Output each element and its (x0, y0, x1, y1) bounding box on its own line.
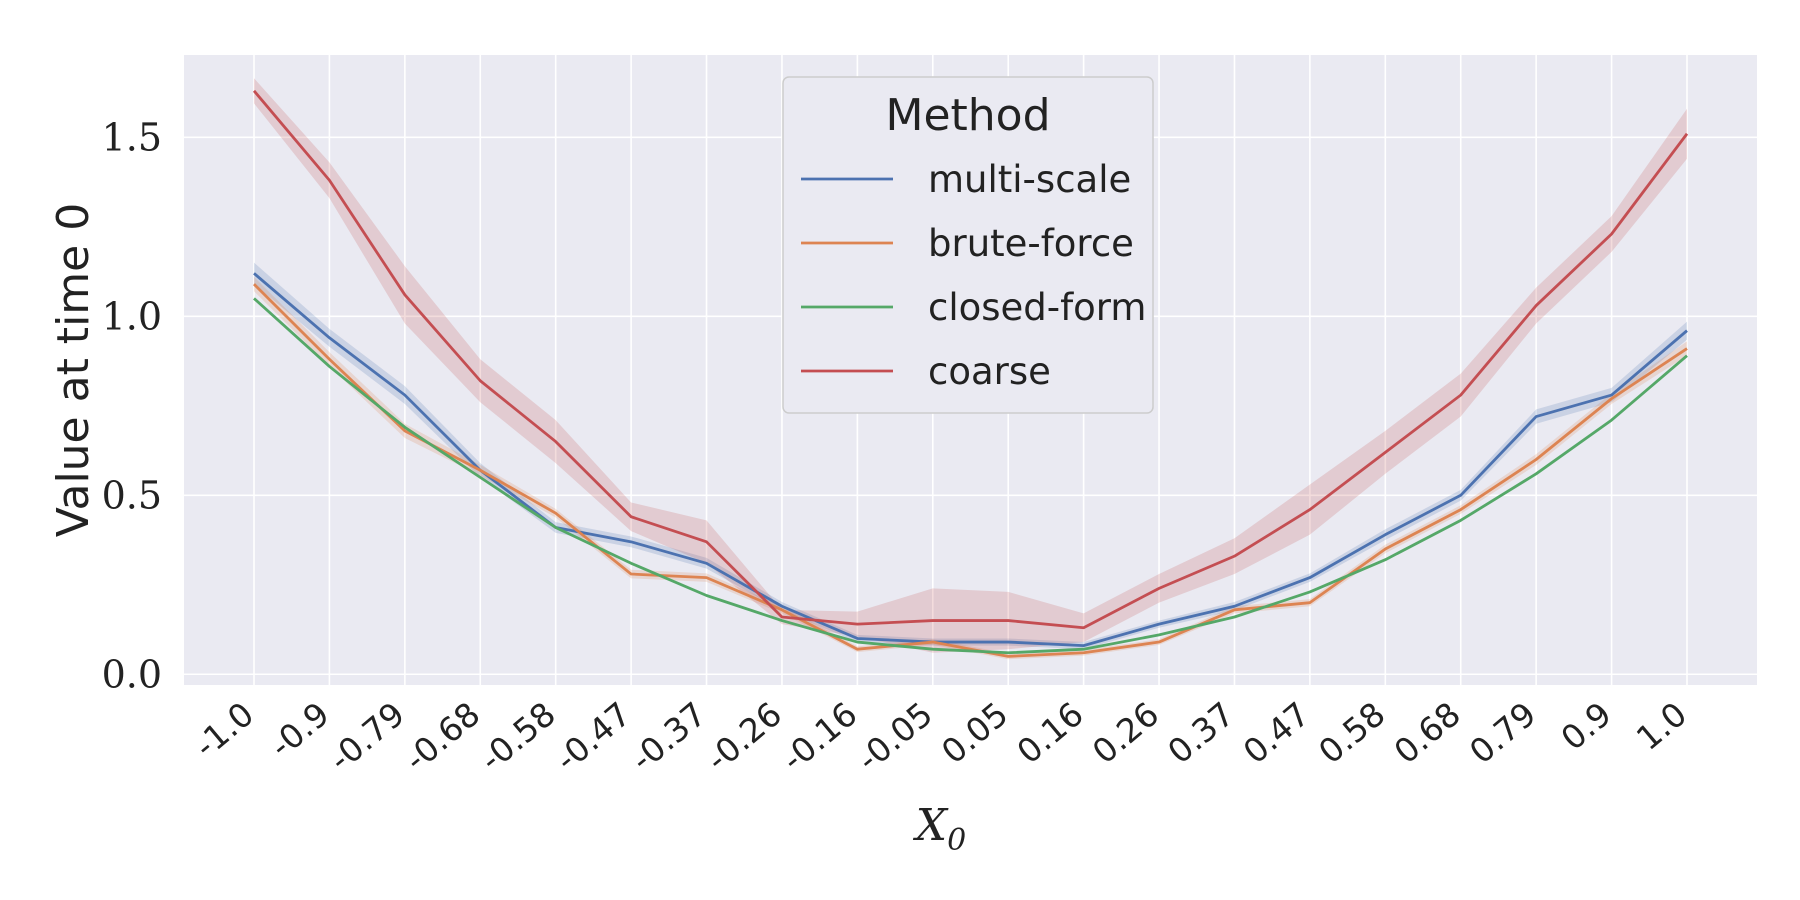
series-line-coarse (252, 89, 1689, 630)
x-tick-label: 0.58 (1311, 694, 1392, 771)
x-axis-ticks: -1.0 -0.9-0.79-0.68-0.58-0.47-0.37-0.26-0… (187, 694, 1694, 779)
x-tick-label: 0.16 (1009, 694, 1090, 771)
x-tick-label: -0.26 (699, 694, 789, 779)
legend: Method multi-scale brute-force closed-form… (782, 76, 1154, 414)
x-tick-label: -1.0 (187, 694, 261, 765)
x-tick-label: 0.05 (934, 694, 1015, 771)
x-tick-label: 0.26 (1085, 694, 1166, 771)
legend-label-coarse: coarse (928, 350, 1051, 393)
legend-title: Method (885, 90, 1050, 141)
series-line-closed-form (253, 297, 1688, 655)
x-tick-label: 0.37 (1160, 694, 1241, 771)
x-tick-label: 1.0 (1629, 694, 1694, 758)
legend-box (782, 76, 1154, 414)
y-axis-ticks: 0.0 0.5 1.0 1.5 (102, 115, 162, 696)
x-axis-label-subscript: 0 (947, 823, 966, 858)
legend-label-closed-form: closed-form (928, 286, 1146, 329)
x-tick-label: -0.37 (623, 694, 713, 779)
y-tick-label: 0.5 (102, 473, 162, 517)
series-line-multi-scale (253, 272, 1688, 648)
legend-label-brute-force: brute-force (928, 222, 1134, 265)
y-tick-label: 0.0 (102, 652, 162, 696)
y-tick-label: 1.5 (102, 115, 162, 159)
x-tick-label: -0.05 (849, 694, 939, 779)
x-tick-label: -0.79 (322, 694, 412, 779)
x-tick-label: -0.68 (397, 694, 487, 779)
x-tick-label: 0.47 (1236, 694, 1317, 771)
x-tick-label: 0.9 (1553, 694, 1618, 758)
x-axis-label: X0 (913, 800, 966, 858)
series-line-brute-force (253, 283, 1688, 658)
x-tick-label: 0.68 (1387, 694, 1468, 771)
x-tick-label: 0.79 (1462, 694, 1543, 771)
series-lines (252, 89, 1689, 658)
y-tick-label: 1.0 (102, 294, 162, 338)
y-axis-label: Value at time 0 (48, 203, 99, 537)
x-tick-label: -0.58 (472, 694, 562, 779)
legend-label-multi-scale: multi-scale (928, 158, 1131, 201)
confidence-band-coarse (254, 78, 1687, 653)
x-tick-label: -0.16 (774, 694, 864, 779)
x-axis-label-main: X (913, 800, 949, 851)
x-tick-label: -0.47 (548, 694, 638, 779)
confidence-bands (254, 78, 1687, 660)
